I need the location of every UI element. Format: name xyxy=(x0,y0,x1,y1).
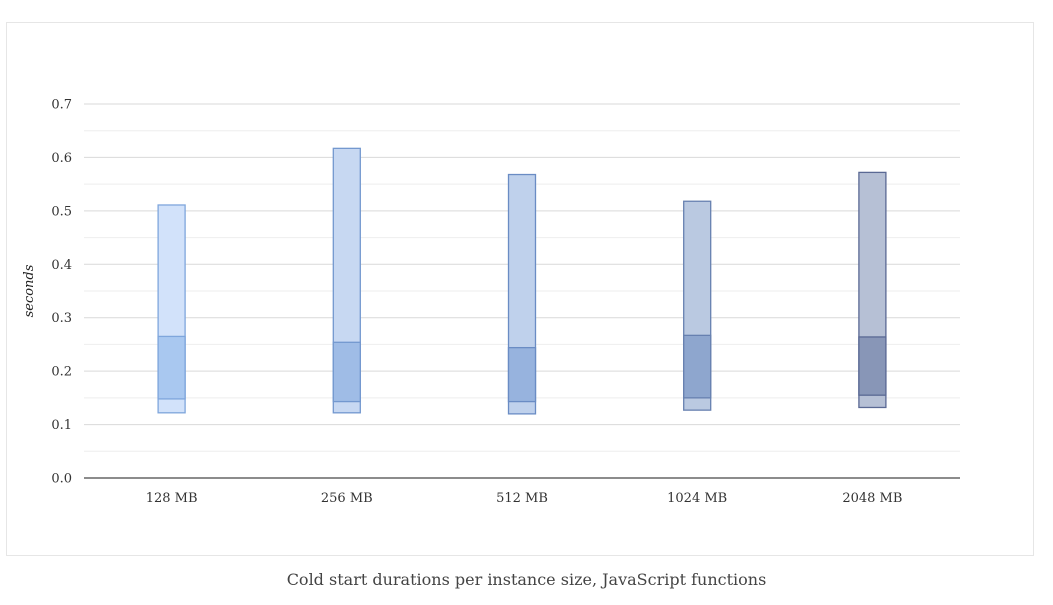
x-tick-label: 1024 MB xyxy=(667,491,727,506)
range-bar-inner xyxy=(332,341,361,403)
range-bars xyxy=(157,147,887,415)
range-bar-inner xyxy=(507,346,537,403)
range-bar-chart: 0.0 0.1 0.2 0.3 0.4 0.5 0.6 0.7 128 MB 256 MB 512 … xyxy=(22,98,960,506)
y-tick-label: 0.2 xyxy=(51,365,72,380)
y-tick-label: 0.6 xyxy=(51,151,72,166)
range-bar-1024-mb xyxy=(683,200,712,411)
axes: 0.0 0.1 0.2 0.3 0.4 0.5 0.6 0.7 128 MB 256 MB 512 … xyxy=(51,98,960,506)
y-tick-label: 0.7 xyxy=(51,98,72,113)
range-bar-256-mb xyxy=(332,147,361,414)
y-tick-label: 0.1 xyxy=(51,418,72,433)
x-tick-label: 128 MB xyxy=(146,491,198,506)
range-bar-inner xyxy=(858,336,887,396)
y-tick-label: 0.5 xyxy=(51,204,72,219)
chart-caption: Cold start durations per instance size, … xyxy=(286,570,767,589)
range-bar-inner xyxy=(683,334,712,399)
range-bar-inner xyxy=(157,335,186,400)
range-bar-2048-mb xyxy=(858,171,887,409)
y-tick-label: 0.4 xyxy=(51,258,72,273)
range-bar-128-mb xyxy=(157,204,186,414)
y-axis-title: seconds xyxy=(22,264,37,317)
y-tick-label: 0.3 xyxy=(51,311,72,326)
x-tick-label: 512 MB xyxy=(496,491,548,506)
x-tick-label: 256 MB xyxy=(321,491,373,506)
range-bar-512-mb xyxy=(507,173,537,415)
x-tick-label: 2048 MB xyxy=(842,491,902,506)
y-tick-label: 0.0 xyxy=(51,472,72,487)
